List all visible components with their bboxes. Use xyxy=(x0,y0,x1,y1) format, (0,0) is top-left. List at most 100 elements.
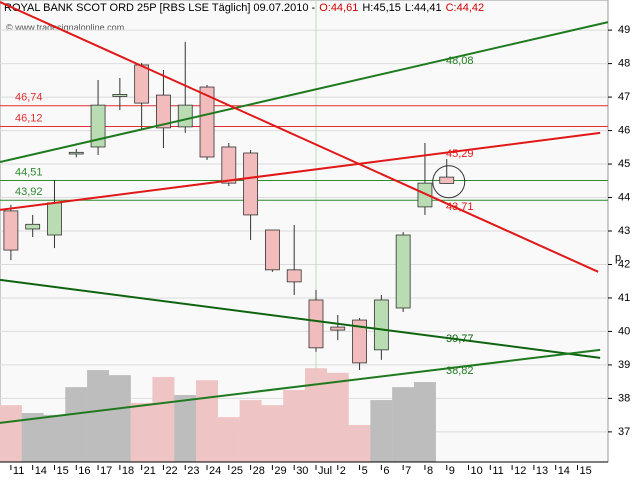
x-tick-label: 14 xyxy=(35,465,47,477)
y-tick-label: 45 xyxy=(618,158,630,170)
y-tick-label: 47 xyxy=(618,91,630,103)
candle-body xyxy=(156,94,171,129)
volume-bar xyxy=(217,417,240,462)
candle-body xyxy=(134,64,150,104)
x-tick-label: 11 xyxy=(492,465,503,477)
watermark: © www.tradesignalonline.com xyxy=(6,22,124,32)
x-tick-label: 16 xyxy=(78,465,90,477)
x-tick-label: 18 xyxy=(122,465,134,477)
y-tick-label: 44 xyxy=(618,191,630,203)
candle-body xyxy=(439,176,455,184)
volume-bar xyxy=(174,395,197,462)
x-tick-label: 13 xyxy=(536,465,548,477)
candle-body xyxy=(90,104,106,148)
x-tick-label: 2 xyxy=(340,465,346,477)
chart-title: ROYAL BANK SCOT ORD 25P [RBS LSE Täglich… xyxy=(4,2,316,14)
level-label: 43,92 xyxy=(15,186,43,198)
candle-body xyxy=(199,86,215,158)
trend-line xyxy=(0,131,601,211)
volume-bar xyxy=(196,380,219,462)
x-tick-label: 5 xyxy=(362,465,368,477)
volume-bar xyxy=(21,413,44,462)
x-tick-label: 8 xyxy=(427,465,433,477)
candle-body xyxy=(221,146,237,184)
candle-body xyxy=(25,223,41,230)
candle-body xyxy=(395,234,411,309)
level-label: 46,74 xyxy=(15,92,43,104)
volume-bar xyxy=(370,400,393,462)
volume-bar xyxy=(43,414,66,462)
trend-label: 39,77 xyxy=(446,333,474,345)
ohlc-label: O:44,61 xyxy=(319,2,358,14)
volume-bar xyxy=(326,372,349,462)
y-tick-label: 39 xyxy=(618,359,630,371)
candle-body xyxy=(3,210,19,251)
level-label: 46,12 xyxy=(15,112,43,124)
ohlc-label: C:44,42 xyxy=(446,2,485,14)
y-tick-label: 38 xyxy=(618,392,630,404)
volume-bar xyxy=(152,376,175,462)
trend-line xyxy=(0,348,601,424)
x-tick-label: 24 xyxy=(209,465,221,477)
volume-bar xyxy=(348,425,371,462)
volume-bar xyxy=(261,405,284,462)
ohlc-label: L:44,41 xyxy=(405,2,442,14)
x-tick-label: 22 xyxy=(165,465,177,477)
x-tick-label: 21 xyxy=(144,465,156,477)
x-tick-label: 29 xyxy=(274,465,286,477)
candle-body xyxy=(286,269,302,283)
volume-bar xyxy=(239,400,262,462)
y-tick-label: 40 xyxy=(618,325,630,337)
candle-body xyxy=(177,104,193,128)
x-tick-label: 15 xyxy=(56,465,68,477)
y-tick-label: 43 xyxy=(618,225,630,237)
volume-bar xyxy=(304,368,327,462)
trend-line xyxy=(0,21,609,164)
x-tick-label: 23 xyxy=(187,465,199,477)
y-tick-label: 49 xyxy=(618,24,630,36)
volume-bar xyxy=(65,387,88,462)
x-tick-label: 25 xyxy=(231,465,243,477)
trend-line xyxy=(0,1,599,273)
y-tick-label: 41 xyxy=(618,292,630,304)
highlight-circle xyxy=(432,165,466,199)
candle-body xyxy=(112,94,128,97)
candle-body xyxy=(47,202,62,236)
volume-bar xyxy=(392,387,415,462)
candle-body xyxy=(330,326,346,331)
candle-body xyxy=(352,319,367,364)
level-label: 44,51 xyxy=(15,166,43,178)
y-tick-label: 48 xyxy=(618,58,630,70)
x-tick-label: 14 xyxy=(558,465,570,477)
trend-label: 38,82 xyxy=(446,365,474,377)
x-tick-label: 10 xyxy=(471,465,483,477)
trend-line xyxy=(0,278,601,359)
volume-bar xyxy=(87,370,110,462)
x-tick-label: 15 xyxy=(579,465,591,477)
y-tick-label: 42 xyxy=(618,258,630,270)
trend-label: 45,29 xyxy=(446,148,474,160)
axis-unit: p xyxy=(615,252,621,264)
x-tick-label: 6 xyxy=(383,465,389,477)
candle-body xyxy=(373,299,389,351)
candle-body xyxy=(417,182,433,208)
x-tick-label: 9 xyxy=(449,465,455,477)
volume-bar xyxy=(283,389,306,462)
volume-bar xyxy=(0,405,22,462)
x-tick-label: 30 xyxy=(296,465,308,477)
candle-body xyxy=(243,152,259,216)
x-tick-label: Jul xyxy=(318,465,332,477)
x-tick-label: 11 xyxy=(13,465,24,477)
y-tick-label: 46 xyxy=(618,124,630,136)
x-tick-label: 17 xyxy=(100,465,112,477)
candle-body xyxy=(265,229,280,271)
ohlc-label: H:45,15 xyxy=(362,2,401,14)
candle-body xyxy=(68,151,84,155)
trend-label: 43,71 xyxy=(446,201,474,213)
x-tick-label: 7 xyxy=(405,465,411,477)
candle-body xyxy=(308,299,324,349)
x-tick-label: 28 xyxy=(253,465,265,477)
trend-label: 48,08 xyxy=(446,55,474,67)
